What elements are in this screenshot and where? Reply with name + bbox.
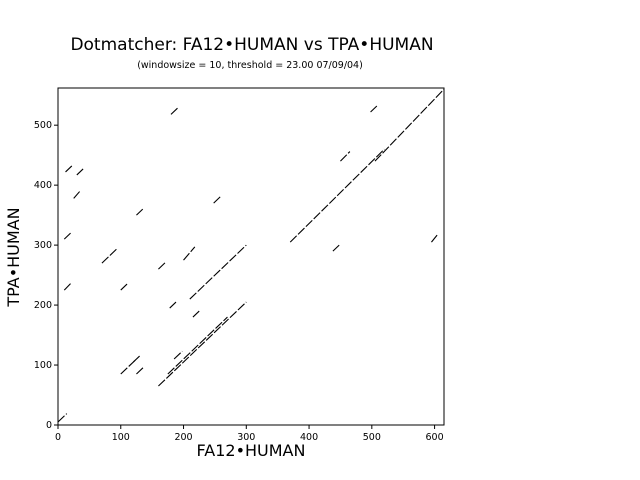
match-segment — [332, 244, 340, 252]
y-axis-title: TPA•HUMAN — [4, 207, 23, 307]
match-segment — [120, 283, 128, 291]
match-segment — [57, 413, 68, 423]
y-tick-label: 500 — [34, 120, 52, 131]
y-tick-label: 400 — [34, 180, 52, 191]
match-segment — [132, 355, 140, 363]
match-segment — [63, 232, 71, 240]
x-axis-title: FA12•HUMAN — [197, 441, 306, 460]
match-segment — [73, 190, 81, 199]
x-tick-label: 400 — [300, 432, 318, 443]
match-segment — [173, 350, 183, 360]
y-tick-label: 0 — [46, 420, 52, 431]
match-segment — [370, 105, 378, 113]
y-tick-label: 200 — [34, 300, 52, 311]
y-axis: 0 100 200 300 400 500 — [34, 120, 58, 431]
x-tick-label: 600 — [426, 432, 444, 443]
match-segment — [213, 195, 222, 204]
x-tick-label: 200 — [174, 432, 192, 443]
match-segment — [183, 246, 196, 261]
match-segment — [65, 165, 73, 173]
match-segment — [136, 366, 145, 375]
x-tick-label: 300 — [237, 432, 255, 443]
match-segment — [431, 233, 439, 243]
match-segment — [101, 247, 119, 264]
match-segment — [158, 301, 247, 387]
x-tick-label: 100 — [112, 432, 130, 443]
y-tick-label: 100 — [34, 360, 52, 371]
match-segment — [169, 301, 177, 309]
x-tick-label: 0 — [55, 432, 61, 443]
match-segment — [340, 151, 351, 162]
match-segment — [192, 310, 200, 318]
match-segment — [289, 148, 385, 243]
chart-title: Dotmatcher: FA12•HUMAN vs TPA•HUMAN — [70, 35, 433, 55]
match-segment — [374, 88, 445, 162]
x-axis: 0 100 200 300 400 500 600 — [55, 425, 444, 443]
y-tick-label: 300 — [34, 240, 52, 251]
plot-frame — [57, 87, 445, 426]
chart-subtitle: (windowsize = 10, threshold = 23.00 07/0… — [137, 60, 363, 71]
match-segment — [136, 208, 144, 216]
match-segment — [167, 316, 228, 375]
match-segment — [189, 244, 247, 300]
match-segment — [158, 261, 167, 270]
match-segment — [63, 281, 73, 291]
match-segment — [170, 106, 179, 115]
x-tick-label: 500 — [363, 432, 381, 443]
match-segments — [57, 88, 445, 423]
match-segment — [76, 168, 84, 176]
